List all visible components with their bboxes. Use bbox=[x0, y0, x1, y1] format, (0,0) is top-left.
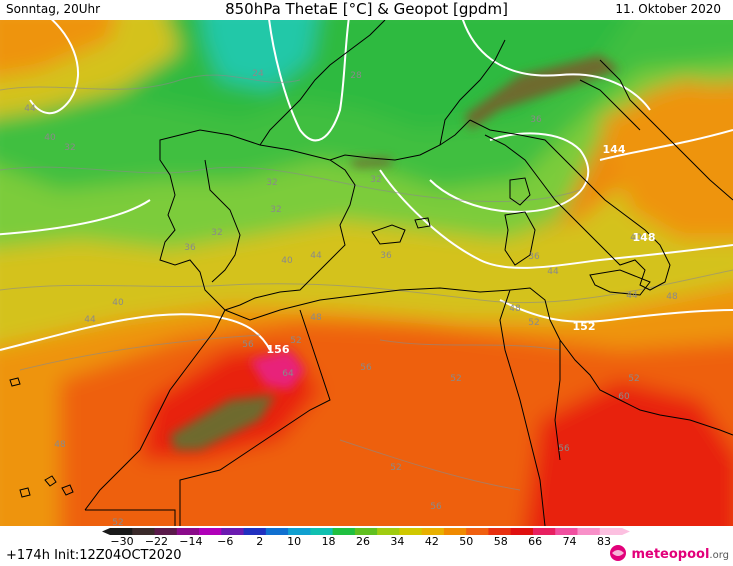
thetae-label: 32 bbox=[211, 228, 222, 238]
scale-swatch bbox=[421, 528, 445, 535]
scale-tick-label: 83 bbox=[597, 535, 611, 546]
scale-swatch bbox=[132, 528, 156, 535]
thetae-label: 24 bbox=[252, 69, 264, 79]
scale-swatch bbox=[399, 528, 423, 535]
scale-swatch bbox=[577, 528, 601, 535]
thetae-label: 52 bbox=[290, 336, 301, 346]
thetae-label: 52 bbox=[528, 318, 539, 328]
scale-swatch bbox=[377, 528, 400, 535]
scale-tick-label: −14 bbox=[179, 535, 202, 546]
geopot-label: 144 bbox=[603, 143, 626, 156]
thetae-label: 56 bbox=[430, 502, 442, 512]
thetae-label: 44 bbox=[547, 267, 559, 277]
thetae-label: 64 bbox=[282, 369, 294, 379]
thetae-label: 32 bbox=[270, 205, 281, 215]
valid-date: 11. Oktober 2020 bbox=[615, 2, 721, 16]
scale-swatch bbox=[555, 528, 578, 535]
header: Sonntag, 20Uhr 850hPa ThetaE [°C] & Geop… bbox=[0, 0, 733, 20]
geopot-label: 156 bbox=[267, 343, 290, 356]
scale-tick-label: −6 bbox=[217, 535, 233, 546]
init-time: +174h Init:12Z04OCT2020 bbox=[6, 548, 182, 563]
scale-tick-label: 66 bbox=[528, 535, 542, 546]
thetae-label: 32 bbox=[266, 178, 277, 188]
thetae-label: 40 bbox=[281, 256, 293, 266]
thetae-field bbox=[0, 20, 733, 526]
scale-tick-label: 74 bbox=[563, 535, 577, 546]
thetae-label: 28 bbox=[350, 71, 362, 81]
thetae-label: 48 bbox=[666, 292, 678, 302]
geopot-contours bbox=[0, 20, 733, 351]
map-title: 850hPa ThetaE [°C] & Geopot [gpdm] bbox=[225, 0, 508, 18]
scale-swatch bbox=[332, 528, 356, 535]
geopot-label: 152 bbox=[573, 320, 596, 333]
thetae-label: 40 bbox=[112, 298, 124, 308]
thetae-label: 36 bbox=[380, 251, 392, 261]
scale-tick-label: 26 bbox=[356, 535, 370, 546]
scale-swatch bbox=[488, 528, 512, 535]
thetae-labels: 24 28 44 40 32 32 32 32 32 36 36 36 36 4… bbox=[24, 69, 678, 526]
scale-swatch bbox=[354, 528, 378, 535]
thetae-label: 44 bbox=[84, 315, 96, 325]
scale-swatch bbox=[243, 528, 267, 535]
globe-icon bbox=[610, 545, 626, 561]
scale-tick-label: 42 bbox=[425, 535, 439, 546]
scale-tick-label: 58 bbox=[494, 535, 508, 546]
logo-text: meteopool bbox=[631, 547, 710, 562]
scale-tick-label: 18 bbox=[322, 535, 336, 546]
scale-tick-label: 50 bbox=[459, 535, 473, 546]
geopot-labels: 144 148 152 156 bbox=[267, 143, 656, 356]
scale-tick-label: 34 bbox=[390, 535, 404, 546]
scale-arrow-right bbox=[622, 528, 630, 535]
thetae-label: 40 bbox=[630, 233, 642, 243]
thetae-label: 32 bbox=[370, 175, 381, 185]
thetae-label: 36 bbox=[184, 243, 196, 253]
scale-swatch bbox=[110, 528, 133, 535]
logo-suffix: .org bbox=[709, 550, 729, 561]
scale-tick-label: −22 bbox=[145, 535, 168, 546]
thetae-label: 44 bbox=[626, 291, 638, 301]
scale-swatch bbox=[310, 528, 334, 535]
scale-arrow-left bbox=[102, 528, 110, 535]
color-scale-bars bbox=[102, 528, 630, 535]
thetae-contours bbox=[0, 74, 733, 491]
scale-tick-label: 2 bbox=[256, 535, 263, 546]
scale-tick-label: 10 bbox=[287, 535, 301, 546]
thetae-label: 52 bbox=[112, 518, 123, 526]
thetae-label: 48 bbox=[509, 304, 521, 314]
thetae-label: 56 bbox=[242, 340, 254, 350]
scale-swatch bbox=[154, 528, 178, 535]
scale-swatch bbox=[466, 528, 489, 535]
thetae-label: 52 bbox=[450, 374, 461, 384]
thetae-label: 32 bbox=[64, 143, 75, 153]
footer: −30 −22 −14 −6 2 10 18 26 34 42 50 58 66 74 83 +174h I… bbox=[0, 526, 733, 566]
scale-tick-label: −30 bbox=[110, 535, 133, 546]
thetae-label: 60 bbox=[618, 392, 630, 402]
scale-swatch bbox=[443, 528, 467, 535]
scale-swatch bbox=[288, 528, 311, 535]
thetae-label: 56 bbox=[360, 363, 372, 373]
thetae-label: 36 bbox=[530, 115, 542, 125]
thetae-label: 52 bbox=[628, 374, 639, 384]
scale-swatch bbox=[265, 528, 289, 535]
thetae-label: 44 bbox=[24, 104, 36, 114]
thetae-label: 36 bbox=[528, 252, 540, 262]
scale-swatch bbox=[221, 528, 245, 535]
scale-swatch bbox=[199, 528, 222, 535]
thetae-label: 48 bbox=[54, 440, 66, 450]
color-scale-ticks: −30 −22 −14 −6 2 10 18 26 34 42 50 58 66 74 83 bbox=[110, 535, 611, 546]
scale-swatch bbox=[510, 528, 534, 535]
color-scale: −30 −22 −14 −6 2 10 18 26 34 42 50 58 66 74 83 bbox=[102, 528, 630, 546]
thetae-label: 40 bbox=[44, 133, 56, 143]
valid-day: Sonntag, 20Uhr bbox=[6, 2, 101, 16]
scale-swatch bbox=[532, 528, 556, 535]
thetae-label: 44 bbox=[310, 251, 322, 261]
scale-swatch bbox=[176, 528, 200, 535]
weather-map: 24 28 44 40 32 32 32 32 32 36 36 36 36 4… bbox=[0, 20, 733, 526]
geopot-label: 148 bbox=[633, 231, 656, 244]
thetae-label: 56 bbox=[558, 444, 570, 454]
scale-swatch bbox=[599, 528, 623, 535]
thetae-label: 48 bbox=[310, 313, 322, 323]
coastlines bbox=[9, 20, 733, 526]
thetae-label: 52 bbox=[390, 463, 401, 473]
